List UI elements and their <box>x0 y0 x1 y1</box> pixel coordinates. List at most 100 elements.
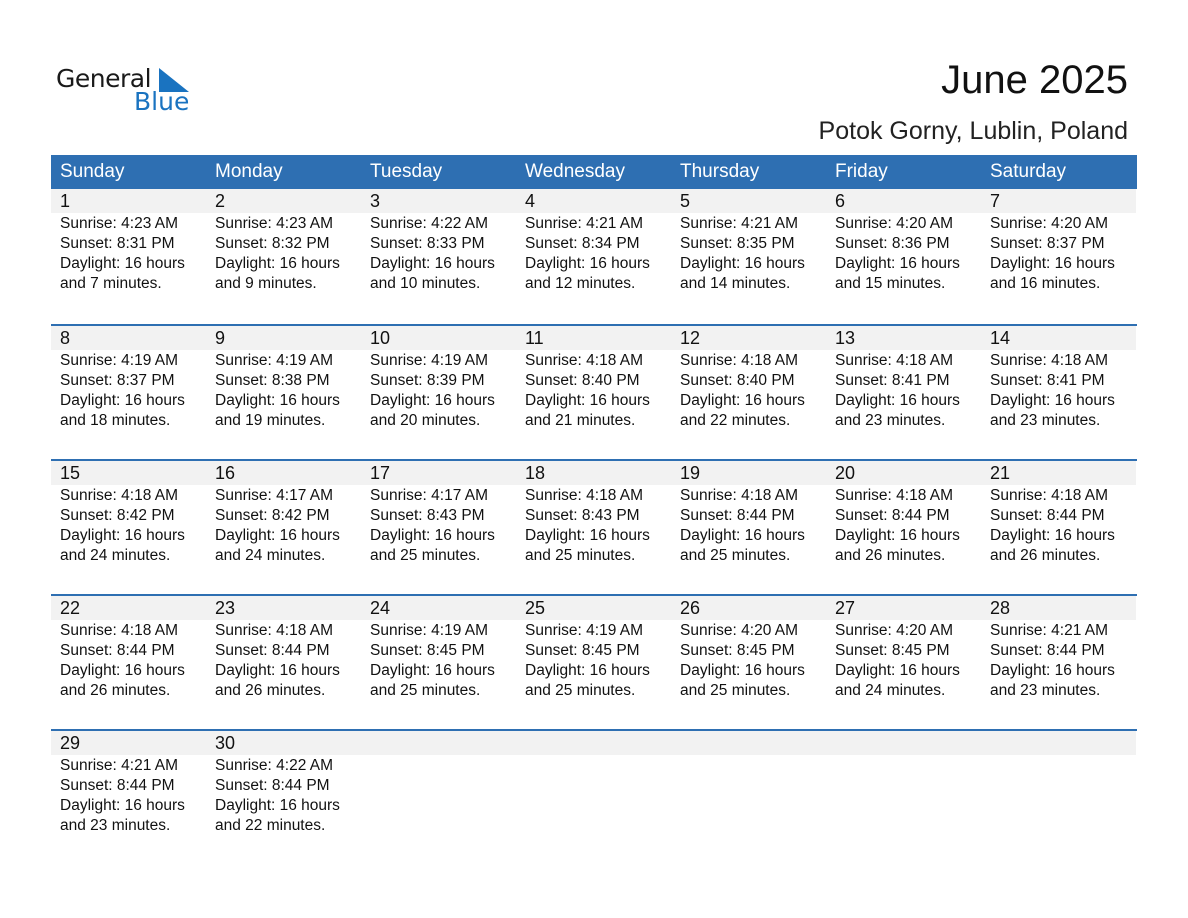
day-details: Sunrise: 4:18 AM Sunset: 8:41 PM Daylight:… <box>981 350 1136 431</box>
day-cell: 13 Sunrise: 4:18 AM Sunset: 8:41 PM Dayligh… <box>826 326 981 459</box>
day-cell: 4 Sunrise: 4:21 AM Sunset: 8:34 PM Daylight… <box>516 189 671 324</box>
day-cell: 24 Sunrise: 4:19 AM Sunset: 8:45 PM Dayligh… <box>361 596 516 729</box>
minutes-text: and 26 minutes. <box>215 682 326 699</box>
sunrise-text: Sunrise: 4:18 AM <box>990 352 1109 369</box>
minutes-text: and 25 minutes. <box>680 547 791 564</box>
weekday-sunday: Sunday <box>60 161 125 182</box>
daylight-text: Daylight: 16 hours <box>370 255 495 272</box>
day-cell: 27 Sunrise: 4:20 AM Sunset: 8:45 PM Dayligh… <box>826 596 981 729</box>
day-details: Sunrise: 4:18 AM Sunset: 8:44 PM Daylight:… <box>671 485 826 566</box>
day-details: Sunrise: 4:19 AM Sunset: 8:45 PM Daylight:… <box>516 620 671 701</box>
daylight-text: Daylight: 16 hours <box>215 392 340 409</box>
sunset-text: Sunset: 8:40 PM <box>680 372 795 389</box>
minutes-text: and 24 minutes. <box>835 682 946 699</box>
day-details: Sunrise: 4:19 AM Sunset: 8:39 PM Daylight:… <box>361 350 516 431</box>
minutes-text: and 19 minutes. <box>215 412 326 429</box>
day-details: Sunrise: 4:19 AM Sunset: 8:37 PM Daylight:… <box>51 350 206 431</box>
day-details: Sunrise: 4:23 AM Sunset: 8:31 PM Daylight:… <box>51 213 206 294</box>
sunrise-text: Sunrise: 4:18 AM <box>680 487 799 504</box>
minutes-text: and 14 minutes. <box>680 275 791 292</box>
week-row: 29 Sunrise: 4:21 AM Sunset: 8:44 PM Dayligh… <box>51 729 1137 864</box>
day-details: Sunrise: 4:22 AM Sunset: 8:33 PM Daylight:… <box>361 213 516 294</box>
sunrise-text: Sunrise: 4:21 AM <box>680 215 799 232</box>
day-number: 5 <box>671 189 826 213</box>
weekday-saturday: Saturday <box>990 161 1067 182</box>
sunset-text: Sunset: 8:45 PM <box>370 642 485 659</box>
day-number: 20 <box>826 461 981 485</box>
sunset-text: Sunset: 8:43 PM <box>525 507 640 524</box>
daylight-text: Daylight: 16 hours <box>680 255 805 272</box>
day-details: Sunrise: 4:20 AM Sunset: 8:45 PM Daylight:… <box>671 620 826 701</box>
day-cell: 29 Sunrise: 4:21 AM Sunset: 8:44 PM Dayligh… <box>51 731 206 864</box>
sunrise-text: Sunrise: 4:18 AM <box>215 622 334 639</box>
minutes-text: and 10 minutes. <box>370 275 481 292</box>
sunrise-text: Sunrise: 4:18 AM <box>835 352 954 369</box>
daylight-text: Daylight: 16 hours <box>680 527 805 544</box>
daylight-text: Daylight: 16 hours <box>60 392 185 409</box>
daylight-text: Daylight: 16 hours <box>525 527 650 544</box>
sunrise-text: Sunrise: 4:19 AM <box>370 622 489 639</box>
sunrise-text: Sunrise: 4:17 AM <box>215 487 334 504</box>
sunset-text: Sunset: 8:44 PM <box>215 777 330 794</box>
daylight-text: Daylight: 16 hours <box>215 527 340 544</box>
sunrise-text: Sunrise: 4:20 AM <box>835 215 954 232</box>
day-cell: 1 Sunrise: 4:23 AM Sunset: 8:31 PM Daylight… <box>51 189 206 324</box>
minutes-text: and 18 minutes. <box>60 412 171 429</box>
day-number: 30 <box>206 731 361 755</box>
sunrise-text: Sunrise: 4:18 AM <box>525 352 644 369</box>
sunrise-text: Sunrise: 4:18 AM <box>835 487 954 504</box>
day-cell: 26 Sunrise: 4:20 AM Sunset: 8:45 PM Dayligh… <box>671 596 826 729</box>
sunrise-text: Sunrise: 4:18 AM <box>990 487 1109 504</box>
day-cell: 14 Sunrise: 4:18 AM Sunset: 8:41 PM Dayligh… <box>981 326 1136 459</box>
minutes-text: and 25 minutes. <box>525 682 636 699</box>
sunrise-text: Sunrise: 4:19 AM <box>370 352 489 369</box>
day-cell: 12 Sunrise: 4:18 AM Sunset: 8:40 PM Dayligh… <box>671 326 826 459</box>
sunset-text: Sunset: 8:44 PM <box>990 642 1105 659</box>
day-number: 21 <box>981 461 1136 485</box>
minutes-text: and 24 minutes. <box>60 547 171 564</box>
sunset-text: Sunset: 8:41 PM <box>835 372 950 389</box>
empty-cell <box>826 731 981 864</box>
sunrise-text: Sunrise: 4:17 AM <box>370 487 489 504</box>
daylight-text: Daylight: 16 hours <box>215 797 340 814</box>
daylight-text: Daylight: 16 hours <box>835 392 960 409</box>
empty-band <box>826 731 981 755</box>
day-number: 2 <box>206 189 361 213</box>
sunset-text: Sunset: 8:44 PM <box>215 642 330 659</box>
day-number: 1 <box>51 189 206 213</box>
empty-band <box>981 731 1136 755</box>
day-cell: 6 Sunrise: 4:20 AM Sunset: 8:36 PM Daylight… <box>826 189 981 324</box>
sunset-text: Sunset: 8:42 PM <box>60 507 175 524</box>
day-cell: 23 Sunrise: 4:18 AM Sunset: 8:44 PM Dayligh… <box>206 596 361 729</box>
sunrise-text: Sunrise: 4:18 AM <box>680 352 799 369</box>
daylight-text: Daylight: 16 hours <box>370 662 495 679</box>
sunset-text: Sunset: 8:44 PM <box>60 777 175 794</box>
empty-cell <box>361 731 516 864</box>
sunrise-text: Sunrise: 4:21 AM <box>990 622 1109 639</box>
day-number: 19 <box>671 461 826 485</box>
daylight-text: Daylight: 16 hours <box>835 255 960 272</box>
week-row: 1 Sunrise: 4:23 AM Sunset: 8:31 PM Daylight… <box>51 189 1137 324</box>
sunrise-text: Sunrise: 4:22 AM <box>370 215 489 232</box>
day-details: Sunrise: 4:18 AM Sunset: 8:44 PM Daylight:… <box>981 485 1136 566</box>
day-cell: 9 Sunrise: 4:19 AM Sunset: 8:38 PM Daylight… <box>206 326 361 459</box>
weekday-wednesday: Wednesday <box>525 161 625 182</box>
day-cell: 3 Sunrise: 4:22 AM Sunset: 8:33 PM Daylight… <box>361 189 516 324</box>
day-details: Sunrise: 4:18 AM Sunset: 8:40 PM Daylight:… <box>516 350 671 431</box>
sunrise-text: Sunrise: 4:19 AM <box>215 352 334 369</box>
day-details: Sunrise: 4:20 AM Sunset: 8:37 PM Daylight:… <box>981 213 1136 294</box>
daylight-text: Daylight: 16 hours <box>215 255 340 272</box>
day-details: Sunrise: 4:23 AM Sunset: 8:32 PM Daylight:… <box>206 213 361 294</box>
day-details: Sunrise: 4:21 AM Sunset: 8:35 PM Daylight:… <box>671 213 826 294</box>
daylight-text: Daylight: 16 hours <box>525 662 650 679</box>
day-number: 27 <box>826 596 981 620</box>
sunrise-text: Sunrise: 4:21 AM <box>60 757 179 774</box>
day-details: Sunrise: 4:21 AM Sunset: 8:44 PM Daylight:… <box>51 755 206 836</box>
day-details: Sunrise: 4:18 AM Sunset: 8:44 PM Daylight:… <box>826 485 981 566</box>
daylight-text: Daylight: 16 hours <box>990 527 1115 544</box>
day-number: 14 <box>981 326 1136 350</box>
sunrise-text: Sunrise: 4:18 AM <box>525 487 644 504</box>
day-number: 22 <box>51 596 206 620</box>
day-details: Sunrise: 4:18 AM Sunset: 8:42 PM Daylight:… <box>51 485 206 566</box>
daylight-text: Daylight: 16 hours <box>835 527 960 544</box>
